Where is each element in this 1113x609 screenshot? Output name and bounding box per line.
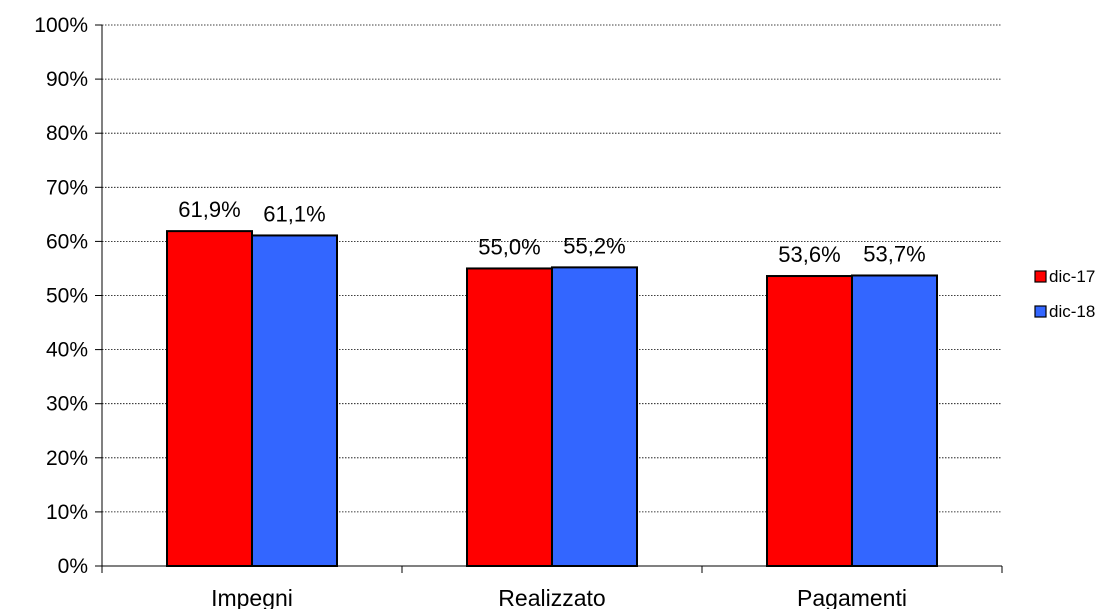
- data-label: 55,0%: [478, 234, 540, 259]
- y-tick-label: 90%: [46, 68, 88, 91]
- y-tick-label: 0%: [58, 555, 88, 578]
- data-label: 55,2%: [563, 233, 625, 258]
- legend-swatch-dic-17: [1034, 270, 1047, 283]
- axes: 0% 10% 20% 30% 40% 50% 60% 70% 80% 90% 100% Impegni…: [34, 14, 1003, 609]
- data-labels: 61,9% 61,1% 55,0% 55,2% 53,6% 53,7%: [178, 197, 925, 267]
- legend-label: dic-18: [1049, 302, 1095, 321]
- bar-dic-18-realizzato: [551, 266, 638, 567]
- y-tick-label: 40%: [46, 339, 88, 362]
- x-category-label: Pagamenti: [797, 585, 907, 609]
- y-tick-label: 100%: [34, 14, 88, 37]
- legend: dic-17 dic-18: [1034, 267, 1095, 321]
- data-label: 53,7%: [863, 241, 925, 266]
- data-label: 53,6%: [778, 242, 840, 267]
- y-tick-label: 30%: [46, 393, 88, 416]
- x-category-label: Realizzato: [498, 585, 605, 609]
- bar-dic-18-pagamenti: [851, 274, 938, 567]
- bar-dic-17-pagamenti: [766, 275, 853, 567]
- y-tick-label: 70%: [46, 176, 88, 199]
- y-tick-label: 60%: [46, 230, 88, 253]
- legend-label: dic-17: [1049, 267, 1095, 286]
- data-label: 61,1%: [263, 201, 325, 226]
- y-tick-label: 20%: [46, 447, 88, 470]
- x-category-label: Impegni: [211, 585, 293, 609]
- bars: [166, 230, 938, 567]
- legend-swatch-dic-18: [1034, 305, 1047, 318]
- y-tick-label: 80%: [46, 122, 88, 145]
- y-tick-label: 50%: [46, 285, 88, 308]
- bar-dic-17-impegni: [166, 230, 253, 567]
- data-label: 61,9%: [178, 197, 240, 222]
- y-tick-label: 10%: [46, 501, 88, 524]
- bar-dic-17-realizzato: [466, 267, 553, 567]
- bar-dic-18-impegni: [251, 234, 338, 567]
